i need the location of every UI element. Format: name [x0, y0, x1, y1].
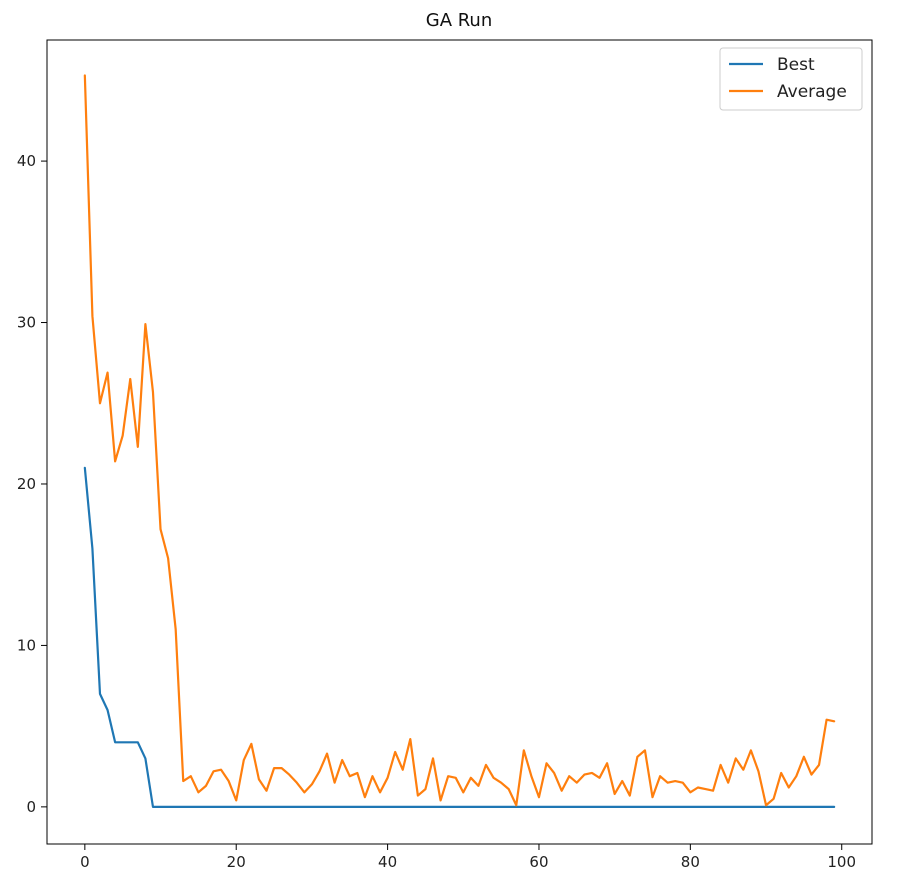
y-tick-label: 0 — [26, 798, 36, 816]
x-tick-label: 20 — [227, 853, 246, 871]
plot-area — [46, 39, 873, 845]
series-line-average — [83, 74, 836, 807]
y-tick-label: 40 — [17, 152, 36, 170]
x-tick-label: 80 — [681, 853, 700, 871]
legend-label-best: Best — [777, 55, 815, 75]
y-axis: 0 10 20 30 40 — [17, 152, 47, 816]
y-tick-label: 20 — [17, 475, 36, 493]
x-tick-label: 40 — [378, 853, 397, 871]
y-tick-label: 30 — [17, 314, 36, 332]
x-tick-label: 60 — [529, 853, 548, 871]
series-line-best — [83, 466, 836, 808]
x-axis: 0 20 40 60 80 100 — [80, 844, 856, 871]
legend: Best Average — [719, 47, 863, 111]
x-tick-label: 0 — [80, 853, 90, 871]
legend-label-average: Average — [777, 82, 847, 102]
chart-title: GA Run — [426, 10, 493, 31]
x-tick-label: 100 — [827, 853, 856, 871]
y-tick-label: 10 — [17, 636, 36, 654]
series-layer — [83, 74, 836, 808]
